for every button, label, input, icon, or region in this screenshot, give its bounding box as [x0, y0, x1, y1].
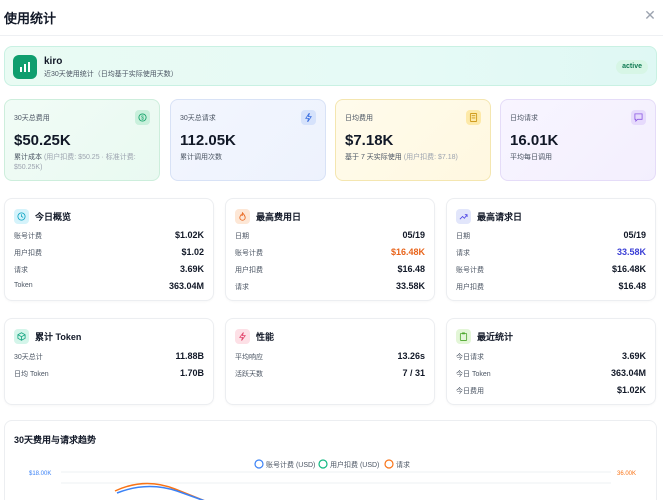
- card-title: 今日概览: [35, 211, 72, 222]
- bar-chart-icon: [13, 55, 37, 79]
- dollar-icon: $: [135, 110, 150, 125]
- chat-icon: [631, 110, 646, 125]
- dialog-title: 使用统计: [4, 11, 57, 26]
- bolt-icon: [301, 110, 316, 125]
- card-performance: 性能 平均响应 13.26s 活跃天数 7 / 31: [225, 318, 435, 405]
- clock-icon: [14, 208, 29, 224]
- stat-label: 30天总费用: [14, 115, 50, 122]
- card-row: 日期 05/19: [235, 230, 425, 240]
- stat-total-requests: 30天总请求 112.05K 累计调用次数: [170, 99, 326, 181]
- series-line-requests: [114, 482, 205, 500]
- legend-marker: [318, 459, 328, 469]
- stat-value: $50.25K: [14, 132, 71, 149]
- trend-chart: 账号计费 (USD) 用户扣费 (USD) 请求 $18.00K 36.00K: [29, 459, 636, 500]
- account-subtitle: 近30天使用统计（日均基于实际使用天数）: [44, 71, 178, 78]
- card-title: 最近统计: [477, 331, 514, 342]
- card-row: 用户扣费 $1.02: [14, 247, 204, 257]
- trend-chart-card: 30天费用与请求趋势 账号计费 (USD) 用户扣费 (USD) 请求 $18.00K…: [4, 420, 657, 500]
- card-row: 日均 Token 1.70B: [14, 368, 204, 378]
- legend-label: 账号计费 (USD): [266, 460, 315, 469]
- stat-value: $7.18K: [345, 132, 394, 149]
- account-name: kiro: [44, 56, 63, 67]
- svg-text:$: $: [141, 116, 144, 122]
- card-row: 今日费用 $1.02K: [456, 385, 646, 395]
- card-title: 最高请求日: [477, 211, 523, 222]
- stat-desc: 累计调用次数: [180, 154, 222, 161]
- card-row: 30天总计 11.88B: [14, 351, 204, 361]
- card-row: 今日 Token 363.04M: [456, 368, 646, 378]
- card-row: 请求 33.58K: [235, 281, 425, 291]
- legend-label: 请求: [396, 460, 410, 469]
- close-icon[interactable]: ✕: [644, 7, 656, 23]
- legend-marker: [384, 459, 394, 469]
- y-axis-left-tick: $18.00K: [29, 471, 51, 477]
- stat-desc: 平均每日调用: [510, 154, 552, 161]
- card-row: 账号计费 $16.48K: [235, 247, 425, 257]
- card-row: 账号计费 $1.02K: [14, 230, 204, 240]
- series-line-account-cost: [116, 485, 205, 500]
- card-row: 日期 05/19: [456, 230, 646, 240]
- card-row: 请求 33.58K: [456, 247, 646, 257]
- stat-daily-cost: 日均费用 $7.18K 基于 7 天实际使用 (用户扣费: $7.18): [335, 99, 491, 181]
- status-badge: active: [616, 60, 648, 74]
- card-today-overview: 今日概览 账号计费 $1.02K 用户扣费 $1.02 请求 3.69K Token 3…: [4, 198, 214, 301]
- lightning-icon: [235, 328, 250, 344]
- card-title: 累计 Token: [35, 331, 82, 342]
- card-row: 用户扣费 $16.48: [456, 281, 646, 291]
- card-total-tokens: 累计 Token 30天总计 11.88B 日均 Token 1.70B: [4, 318, 214, 405]
- legend-label: 用户扣费 (USD): [330, 460, 379, 469]
- card-row: 用户扣费 $16.48: [235, 264, 425, 274]
- cube-icon: [14, 328, 29, 344]
- card-max-cost-day: 最高费用日 日期 05/19 账号计费 $16.48K 用户扣费 $16.48 请求 3…: [225, 198, 435, 301]
- card-row: Token 363.04M: [14, 281, 204, 291]
- stat-label: 30天总请求: [180, 115, 216, 122]
- card-row: 账号计费 $16.48K: [456, 264, 646, 274]
- stat-desc: 基于 7 天实际使用 (用户扣费: $7.18): [345, 154, 458, 161]
- legend-marker: [254, 459, 264, 469]
- card-row: 平均响应 13.26s: [235, 351, 425, 361]
- flame-icon: [235, 208, 250, 224]
- card-max-requests-day: 最高请求日 日期 05/19 请求 33.58K 账号计费 $16.48K 用户扣费 $…: [446, 198, 656, 301]
- stat-label: 日均费用: [345, 115, 373, 122]
- card-row: 活跃天数 7 / 31: [235, 368, 425, 378]
- stat-total-cost: 30天总费用 $ $50.25K 累计成本 (用户扣费: $50.25 · 标准…: [4, 99, 160, 181]
- card-row: 今日请求 3.69K: [456, 351, 646, 361]
- trending-up-icon: [456, 208, 471, 224]
- calculator-icon: [466, 110, 481, 125]
- stat-label: 日均请求: [510, 115, 538, 122]
- stat-daily-requests: 日均请求 16.01K 平均每日调用: [500, 99, 656, 181]
- chart-title: 30天费用与请求趋势: [14, 435, 97, 445]
- card-row: 请求 3.69K: [14, 264, 204, 274]
- card-title: 性能: [256, 331, 275, 342]
- stat-desc: 累计成本 (用户扣费: $50.25 · 标准计费: $50.25K): [14, 154, 136, 171]
- card-title: 最高费用日: [256, 211, 302, 222]
- account-banner: kiro 近30天使用统计（日均基于实际使用天数） active: [4, 46, 657, 86]
- y-axis-right-tick: 36.00K: [617, 471, 636, 477]
- stat-value: 16.01K: [510, 132, 559, 149]
- dialog-header: 使用统计 ✕: [0, 0, 663, 36]
- clipboard-icon: [456, 328, 471, 344]
- card-recent-stats: 最近统计 今日请求 3.69K 今日 Token 363.04M 今日费用 $1.02…: [446, 318, 656, 405]
- stat-value: 112.05K: [180, 132, 236, 149]
